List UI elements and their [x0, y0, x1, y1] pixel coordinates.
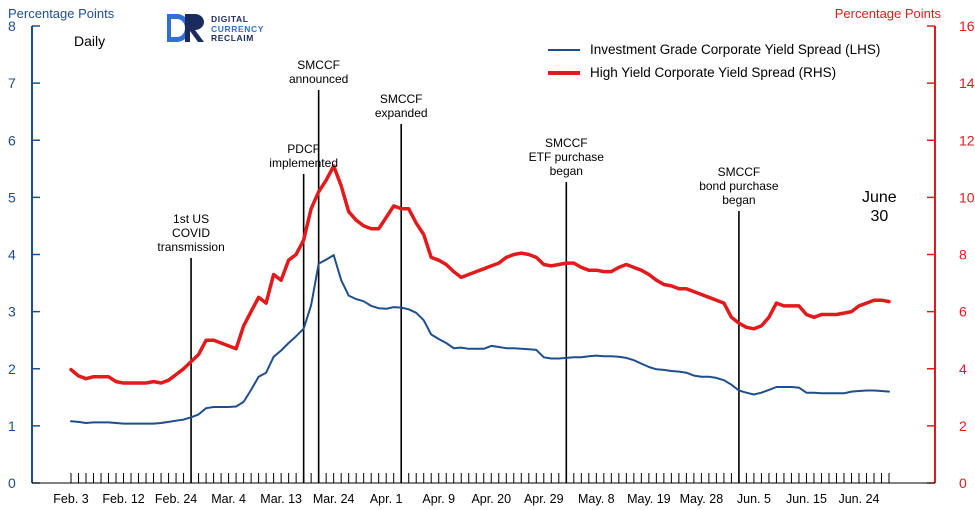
event-label-line: implemented: [269, 156, 338, 170]
event-label-line: announced: [288, 72, 349, 86]
legend-item-ig: Investment Grade Corporate Yield Spread …: [548, 41, 880, 64]
left-tick-label: 5: [8, 189, 16, 205]
left-tick-label: 2: [8, 361, 16, 377]
logo-mark-icon: [167, 14, 204, 42]
event-label: SMCCF bond purchase began: [699, 165, 778, 207]
x-tick-label: Apr. 9: [422, 492, 455, 506]
right-tick-label: 16: [959, 18, 975, 34]
right-axis-ticks: 0 2 4 6 8 10 12 14 16: [927, 18, 975, 491]
left-tick-label: 4: [8, 247, 16, 263]
x-tick-label: Jun. 5: [737, 492, 771, 506]
x-axis: Feb. 3 Feb. 12 Feb. 24 Mar. 4 Mar. 13 Mar. 24…: [32, 473, 935, 506]
event-label-line: SMCCF: [544, 136, 588, 150]
x-tick-label: May. 19: [627, 492, 671, 506]
right-tick-label: 10: [959, 189, 975, 205]
event-label-line: 1st US: [173, 212, 210, 226]
legend-label-hy: High Yield Corporate Yield Spread (RHS): [590, 65, 837, 80]
left-tick-label: 0: [8, 475, 16, 491]
x-tick-label: May. 8: [578, 492, 615, 506]
event-label: 1st US COVID transmission: [157, 212, 224, 254]
x-tick-label: Jun. 15: [786, 492, 827, 506]
left-tick-label: 8: [8, 18, 16, 34]
event-label: SMCCF ETF purchase began: [529, 136, 604, 178]
left-tick-label: 3: [8, 304, 16, 320]
logo-text-line1: DIGITAL: [211, 14, 249, 24]
x-tick-label: May. 28: [680, 492, 724, 506]
series-lines: [69, 164, 891, 425]
left-axis-ticks: 0 1 2 3 4 5 6 7 8: [8, 18, 40, 491]
right-axis-title: Percentage Points: [834, 6, 941, 21]
left-tick-label: 1: [8, 418, 16, 434]
event-label-line: expanded: [374, 106, 428, 120]
logo-text-line3: RECLAIM: [211, 33, 254, 43]
x-tick-label: Feb. 3: [53, 492, 88, 506]
end-date-day: 30: [870, 208, 889, 225]
event-label-line: SMCCF: [379, 92, 423, 106]
event-label-line: bond purchase: [699, 179, 779, 193]
event-label-line: SMCCF: [297, 58, 340, 72]
event-label: SMCCF announced: [289, 58, 348, 86]
end-date-label: June 30: [862, 188, 897, 226]
left-tick-label: 7: [8, 75, 16, 91]
right-tick-label: 2: [959, 418, 967, 434]
x-tick-label: Jun. 24: [838, 492, 879, 506]
right-tick-label: 12: [959, 132, 975, 148]
event-label-line: transmission: [157, 240, 225, 254]
event-label: SMCCF expanded: [375, 92, 428, 120]
event-label-line: PDCF: [287, 142, 320, 156]
x-tick-label: Mar. 24: [313, 492, 355, 506]
legend-swatch-ig: [548, 49, 580, 51]
event-label-line: began: [549, 164, 583, 178]
event-label-line: COVID: [172, 226, 211, 240]
series-line-investment-grade: [70, 254, 890, 425]
right-tick-label: 0: [959, 475, 967, 491]
event-label-line: began: [722, 193, 756, 207]
end-date-month: June: [862, 189, 897, 206]
legend-swatch-hy: [548, 71, 580, 75]
legend-label-ig: Investment Grade Corporate Yield Spread …: [590, 42, 881, 57]
x-tick-label: Feb. 12: [102, 492, 144, 506]
x-tick-label: Apr. 1: [370, 492, 403, 506]
left-tick-label: 6: [8, 132, 16, 148]
x-tick-label: Mar. 4: [211, 492, 246, 506]
event-label: PDCF implemented: [269, 142, 338, 170]
brand-logo: DIGITAL CURRENCY RECLAIM: [163, 11, 273, 45]
logo-text-line2: CURRENCY: [211, 23, 264, 34]
legend: Investment Grade Corporate Yield Spread …: [548, 41, 880, 87]
x-tick-label: Apr. 29: [524, 492, 564, 506]
event-label-line: ETF purchase: [528, 150, 604, 164]
x-tick-label: Feb. 24: [155, 492, 197, 506]
frequency-label: Daily: [74, 33, 106, 49]
right-tick-label: 6: [959, 304, 967, 320]
event-label-line: SMCCF: [717, 165, 761, 179]
left-axis-title: Percentage Points: [8, 6, 115, 21]
x-tick-label: Apr. 20: [471, 492, 511, 506]
x-tick-label: Mar. 13: [260, 492, 302, 506]
legend-item-hy: High Yield Corporate Yield Spread (RHS): [548, 64, 880, 87]
right-tick-label: 8: [959, 247, 967, 263]
series-line-high-yield: [69, 164, 891, 385]
right-tick-label: 4: [959, 361, 967, 377]
right-tick-label: 14: [959, 75, 975, 91]
